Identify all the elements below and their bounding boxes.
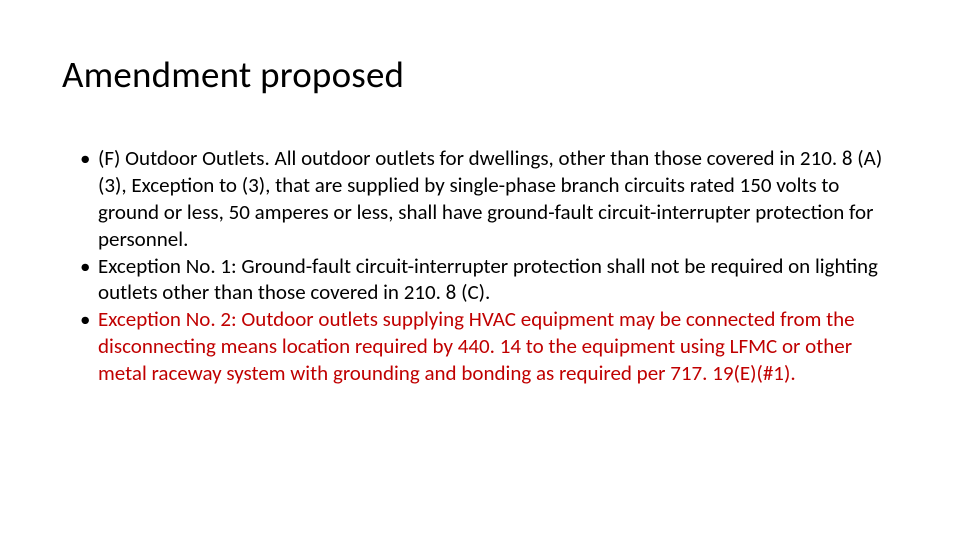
text-run-highlight: Exception No. 2: Outdoor outlets supplyi… [98,306,855,386]
bullet-item: • Exception No. 2: Outdoor outlets suppl… [80,306,895,387]
bullet-marker-icon: • [80,145,98,172]
slide-body: • (F) Outdoor Outlets. All outdoor outle… [80,145,895,387]
bullet-text: Exception No. 1: Ground-fault circuit-in… [98,253,895,307]
bullet-item: • Exception No. 1: Ground-fault circuit-… [80,253,895,307]
bullet-text: Exception No. 2: Outdoor outlets supplyi… [98,306,895,387]
slide-container: Amendment proposed • (F) Outdoor Outlets… [0,0,960,540]
bullet-marker-icon: • [80,253,98,280]
text-run: (F) Outdoor Outlets. All outdoor outlets… [98,145,882,252]
text-run: Exception No. 1: Ground-fault circuit-in… [98,253,878,306]
slide-title: Amendment proposed [62,52,404,97]
bullet-item: • (F) Outdoor Outlets. All outdoor outle… [80,145,895,253]
bullet-text: (F) Outdoor Outlets. All outdoor outlets… [98,145,895,253]
bullet-marker-icon: • [80,306,98,333]
